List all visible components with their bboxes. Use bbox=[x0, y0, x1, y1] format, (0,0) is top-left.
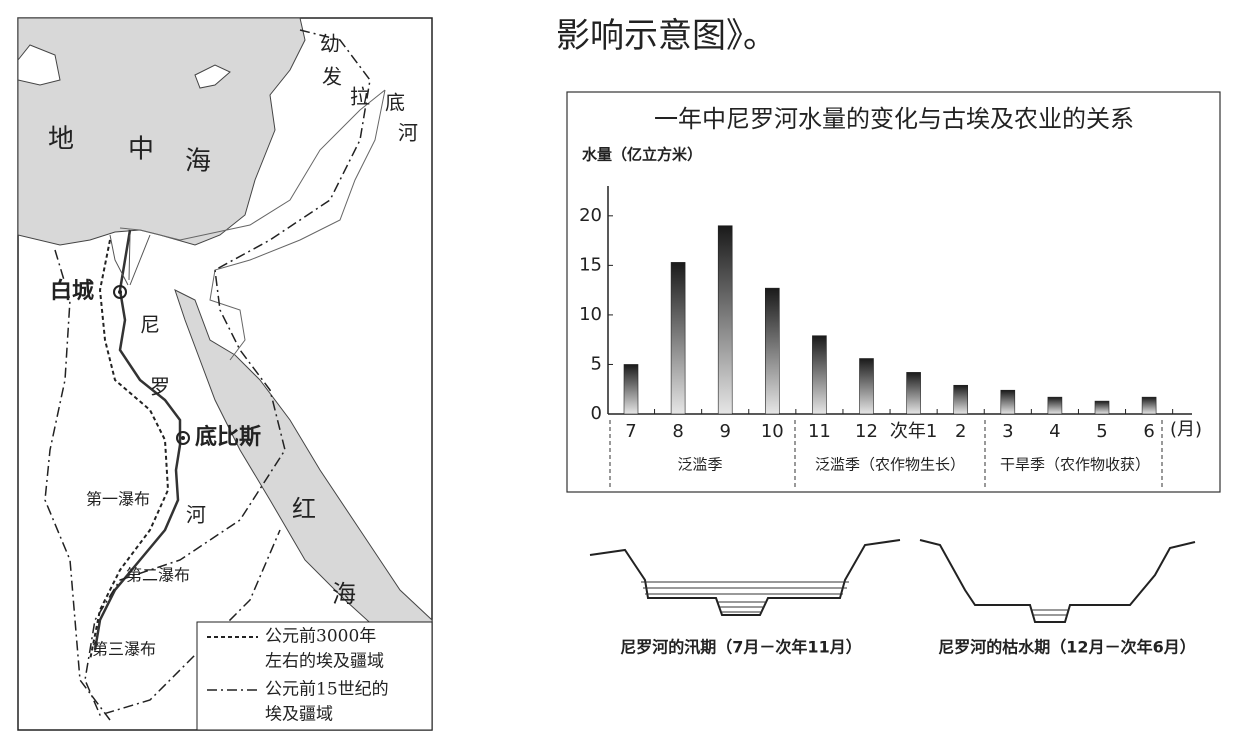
x-tick-label: 10 bbox=[761, 421, 784, 442]
cataract-label: 第三瀑布 bbox=[92, 640, 156, 659]
season-label: 泛滥季 bbox=[677, 456, 722, 474]
border-15c-bc bbox=[44, 29, 371, 721]
chart-title: 一年中尼罗河水量的变化与古埃及农业的关系 bbox=[654, 105, 1134, 133]
euphrates-river bbox=[119, 89, 386, 361]
x-tick-label: 4 bbox=[1049, 421, 1060, 442]
x-tick-label: 11 bbox=[808, 421, 831, 442]
diagram-caption: 尼罗河的汛期（7月－次年11月） bbox=[620, 638, 861, 657]
river-label: 发 bbox=[322, 65, 342, 89]
season-label: 泛滥季（农作物生长） bbox=[815, 456, 965, 474]
legend-text: 左右的埃及疆域 bbox=[265, 652, 384, 672]
header-text: 影响示意图》。 bbox=[556, 16, 777, 56]
x-tick-label: 12 bbox=[855, 421, 878, 442]
bar bbox=[1000, 389, 1016, 415]
bar bbox=[764, 287, 780, 415]
x-tick-label: 7 bbox=[625, 421, 636, 442]
mediterranean-sea bbox=[17, 17, 306, 246]
city-marker bbox=[176, 431, 190, 445]
river-label: 尼 bbox=[140, 313, 160, 337]
x-tick-label: 9 bbox=[719, 421, 730, 442]
dry-water bbox=[1032, 609, 1068, 616]
x-tick-label: 3 bbox=[1002, 421, 1013, 442]
river-label: 河 bbox=[186, 503, 206, 527]
bar bbox=[623, 364, 639, 415]
flood-water bbox=[641, 581, 849, 613]
sea-label: 海 bbox=[185, 147, 211, 177]
bar bbox=[953, 384, 969, 415]
bar bbox=[859, 358, 874, 415]
y-axis-label: 水量（亿立方米） bbox=[582, 146, 702, 164]
dry-cross-section bbox=[919, 539, 1196, 623]
border-3000bc bbox=[89, 239, 170, 661]
island bbox=[194, 64, 231, 89]
season-label: 干旱季（农作物收获） bbox=[1000, 456, 1150, 474]
legend-text: 埃及疆域 bbox=[265, 705, 333, 725]
y-tick-label: 5 bbox=[591, 353, 602, 374]
y-tick-label: 0 bbox=[591, 403, 602, 424]
diagrams: 尼罗河的汛期（7月－次年11月） 尼罗河的枯水期（12月－次年6月） bbox=[589, 539, 1196, 657]
sea-label: 中 bbox=[128, 135, 154, 165]
x-tick-label: 8 bbox=[672, 421, 683, 442]
nile-delta bbox=[109, 234, 151, 286]
diagram-caption: 尼罗河的枯水期（12月－次年6月） bbox=[938, 638, 1195, 657]
bar bbox=[1141, 396, 1157, 415]
river-label: 底 bbox=[385, 91, 405, 115]
x-tick-label: 次年1 bbox=[890, 421, 937, 442]
y-tick-label: 10 bbox=[579, 304, 602, 325]
bar bbox=[670, 262, 686, 415]
sea-label: 海 bbox=[332, 580, 356, 608]
x-tick-label: 5 bbox=[1096, 421, 1107, 442]
city-marker bbox=[113, 285, 127, 299]
legend-text: 公元前3000年 bbox=[265, 627, 376, 647]
city-label: 底比斯 bbox=[195, 424, 261, 450]
sea-label: 红 bbox=[292, 495, 316, 523]
legend-text: 公元前15世纪的 bbox=[265, 680, 389, 700]
river-label: 幼 bbox=[320, 32, 340, 56]
sea-label: 地 bbox=[48, 125, 74, 155]
bar bbox=[812, 335, 827, 415]
bar bbox=[1094, 400, 1110, 415]
coast-detail bbox=[17, 44, 61, 86]
bar bbox=[1047, 396, 1063, 415]
bar bbox=[717, 225, 733, 415]
city-marker bbox=[118, 290, 122, 294]
flood-cross-section bbox=[589, 539, 901, 616]
cataract-label: 第一瀑布 bbox=[86, 490, 150, 509]
city-label: 白城 bbox=[50, 278, 94, 304]
y-tick-label: 20 bbox=[579, 205, 602, 226]
bar bbox=[906, 372, 921, 415]
legend-box bbox=[196, 621, 433, 731]
cataract-label: 第二瀑布 bbox=[126, 566, 190, 585]
map: 地 中 海 幼 发 拉 底 河 白城 底比斯 尼 罗 河 红 海 第一瀑布 第二… bbox=[17, 17, 433, 731]
river-label: 拉 bbox=[350, 85, 370, 109]
x-tick-label: 2 bbox=[955, 421, 966, 442]
chart: 一年中尼罗河水量的变化与古埃及农业的关系 水量（亿立方米） (月) 0 5 10 15… bbox=[566, 91, 1221, 493]
y-tick-label: 15 bbox=[579, 254, 602, 275]
river-label: 罗 bbox=[150, 375, 170, 399]
x-tick-label: 6 bbox=[1143, 421, 1154, 442]
river-label: 河 bbox=[398, 121, 418, 145]
city-marker bbox=[181, 436, 185, 440]
x-unit-label: (月) bbox=[1170, 419, 1202, 440]
